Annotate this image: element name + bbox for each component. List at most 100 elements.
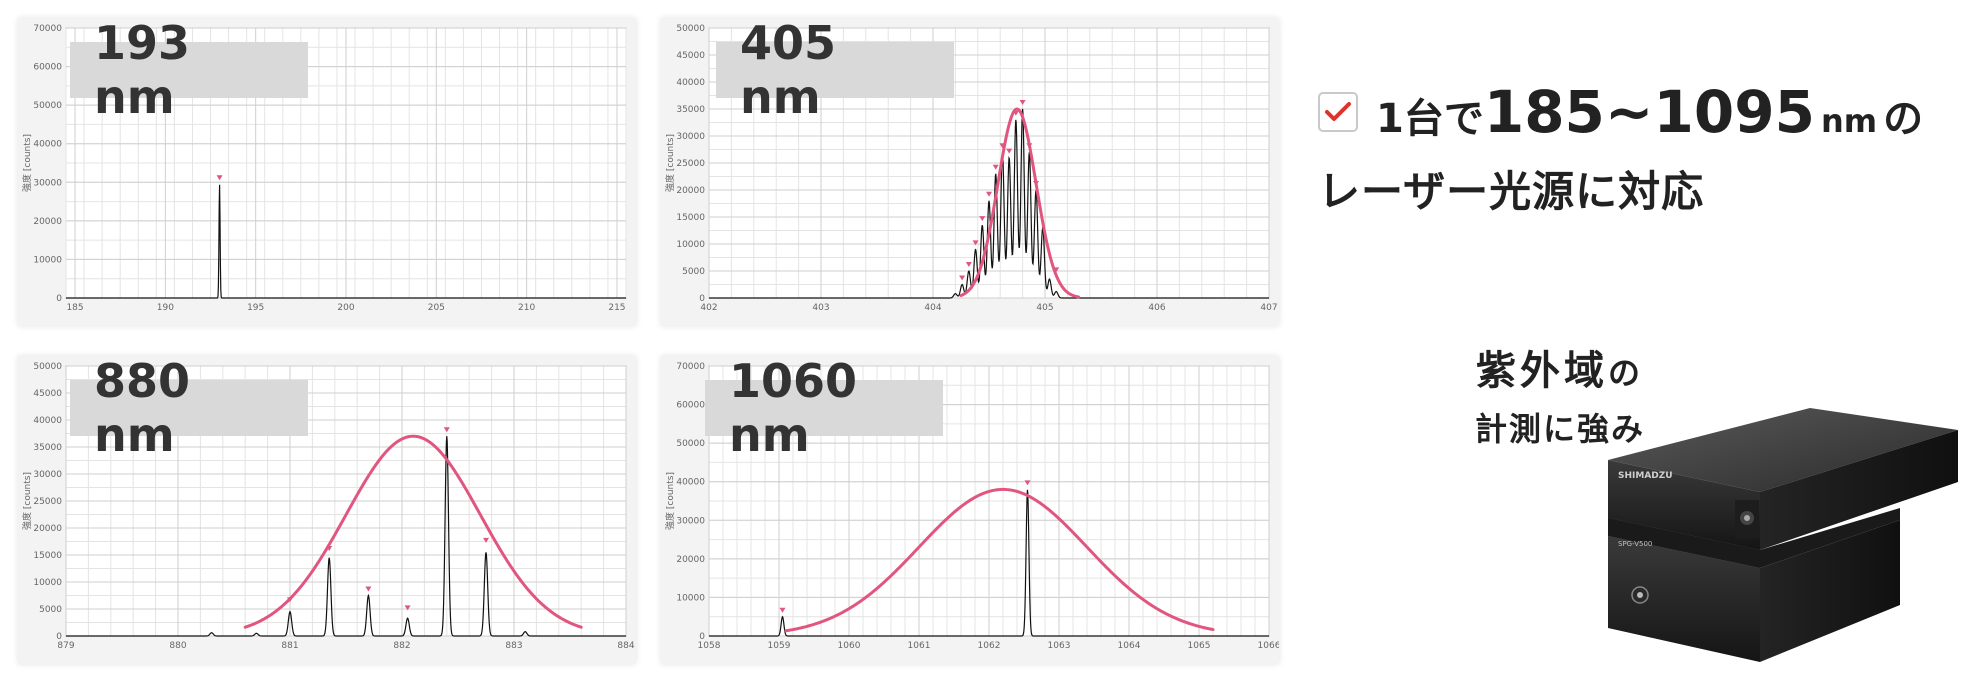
peak-marker [999,143,1006,149]
y-tick-label: 15000 [676,213,705,223]
y-tick-label: 20000 [676,186,705,196]
x-tick-label: 185 [66,303,83,313]
y-tick-label: 5000 [682,267,705,277]
x-tick-label: 406 [1148,303,1165,313]
x-tick-label: 1064 [1118,641,1141,651]
x-tick-label: 210 [518,303,535,313]
wavelength-range: 185~1095 [1483,78,1815,146]
wavelength-label: 405 nm [716,16,954,124]
x-tick-label: 405 [1036,303,1053,313]
x-tick-label: 195 [247,303,264,313]
wavelength-label: 1060 nm [705,354,943,462]
headline: 1台で 185~1095 nm の レーザー光源に対応 [1318,78,1968,219]
peak-marker [959,275,966,281]
y-tick-label: 35000 [676,105,705,115]
x-tick-label: 1061 [908,641,931,651]
y-tick-label: 20000 [33,524,62,534]
y-tick-label: 0 [699,294,705,304]
x-tick-label: 1063 [1048,641,1071,651]
peak-marker [979,216,986,222]
y-tick-label: 40000 [676,478,705,488]
y-tick-label: 20000 [33,217,62,227]
y-tick-label: 25000 [33,497,62,507]
device-brand: SHIMADZU [1618,471,1673,481]
x-tick-label: 403 [812,303,829,313]
y-axis-label: 強度 [counts] [21,134,33,192]
peak-marker [404,605,411,611]
uv-feature-line-1: 紫外域の [1390,338,1730,396]
wavelength-unit: nm [1820,102,1878,140]
x-tick-label: 1058 [698,641,721,651]
y-tick-label: 40000 [676,78,705,88]
y-tick-label: 15000 [33,551,62,561]
y-tick-label: 30000 [676,516,705,526]
x-tick-label: 404 [924,303,941,313]
y-tick-label: 70000 [33,24,62,34]
spectrometer-device-image: SHIMADZU SPG-V500 [1608,408,1958,662]
y-tick-label: 20000 [676,555,705,565]
x-tick-label: 881 [281,641,298,651]
peak-marker [992,164,999,170]
y-tick-label: 40000 [33,140,62,150]
device-model: SPG-V500 [1618,540,1652,548]
y-tick-label: 0 [56,632,62,642]
y-tick-label: 35000 [33,443,62,453]
y-tick-label: 0 [56,294,62,304]
peak-marker [986,191,992,197]
peak-marker [443,427,450,433]
y-tick-label: 5000 [39,605,62,615]
headline-line-2: レーザー光源に対応 [1318,167,1705,216]
peak-marker [965,262,972,267]
y-tick-label: 50000 [676,24,705,34]
x-tick-label: 884 [617,641,634,651]
x-tick-label: 407 [1260,303,1277,313]
y-tick-label: 30000 [33,470,62,480]
spectrum-line [66,436,626,637]
spectrum-chart-405: 402 403 404 405 406 407 0 5000 10000 15000 20000 25… [661,16,1279,326]
y-tick-label: 10000 [33,578,62,588]
x-tick-label: 205 [428,303,445,313]
peak-marker [287,597,293,603]
x-tick-label: 215 [608,303,625,313]
gaussian-envelope [784,487,1215,633]
x-tick-label: 1059 [768,641,791,651]
y-tick-label: 30000 [33,178,62,188]
y-axis-label: 強度 [counts] [664,472,676,530]
peak-marker [1026,143,1033,149]
x-tick-label: 1062 [978,641,1001,651]
spectrum-chart-1060: 1058 1059 1060 1061 1062 1063 1064 1065 1066 0 100… [661,354,1279,664]
spectrum-plot: 1058 1059 1060 1061 1062 1063 1064 1065 1066 0 100… [664,362,1279,651]
spectrum-chart-880: 879 880 881 882 883 884 0 5000 10000 15000 20000 25… [18,354,636,664]
x-tick-label: 882 [393,641,410,651]
peak-marker [1024,480,1031,486]
peak-marker [1019,100,1026,105]
y-tick-label: 70000 [676,362,705,372]
spectrum-chart-193: 185 190 195 200 205 210 215 0 10000 20000 30000 400… [18,16,636,326]
y-tick-label: 0 [699,632,705,642]
peak-marker [483,537,489,543]
wavelength-label: 880 nm [70,354,308,462]
y-axis-label: 強度 [counts] [664,134,676,192]
gaussian-envelope [959,107,1081,299]
spectrum-line [709,489,1269,637]
y-tick-label: 30000 [676,132,705,142]
peak-marker [972,240,979,246]
peak-marker [1012,110,1019,116]
y-axis-label: 強度 [counts] [21,472,33,530]
headline-part2: の [1883,96,1924,142]
y-tick-label: 50000 [676,439,705,449]
peak-marker [365,586,372,592]
gaussian-envelope [243,434,583,629]
x-tick-label: 402 [700,303,717,313]
headline-part1: 1台で [1376,96,1484,142]
peak-marker [779,607,786,613]
uv-feature-line-2: 計測に強み [1474,410,1645,448]
x-tick-label: 879 [57,641,74,651]
spectrum-line [66,184,626,299]
wavelength-label: 193 nm [70,16,308,124]
x-tick-label: 190 [157,303,174,313]
y-tick-label: 60000 [676,401,705,411]
spectrum-line [709,108,1269,299]
peak-marker [216,175,223,181]
x-tick-label: 1060 [838,641,861,651]
